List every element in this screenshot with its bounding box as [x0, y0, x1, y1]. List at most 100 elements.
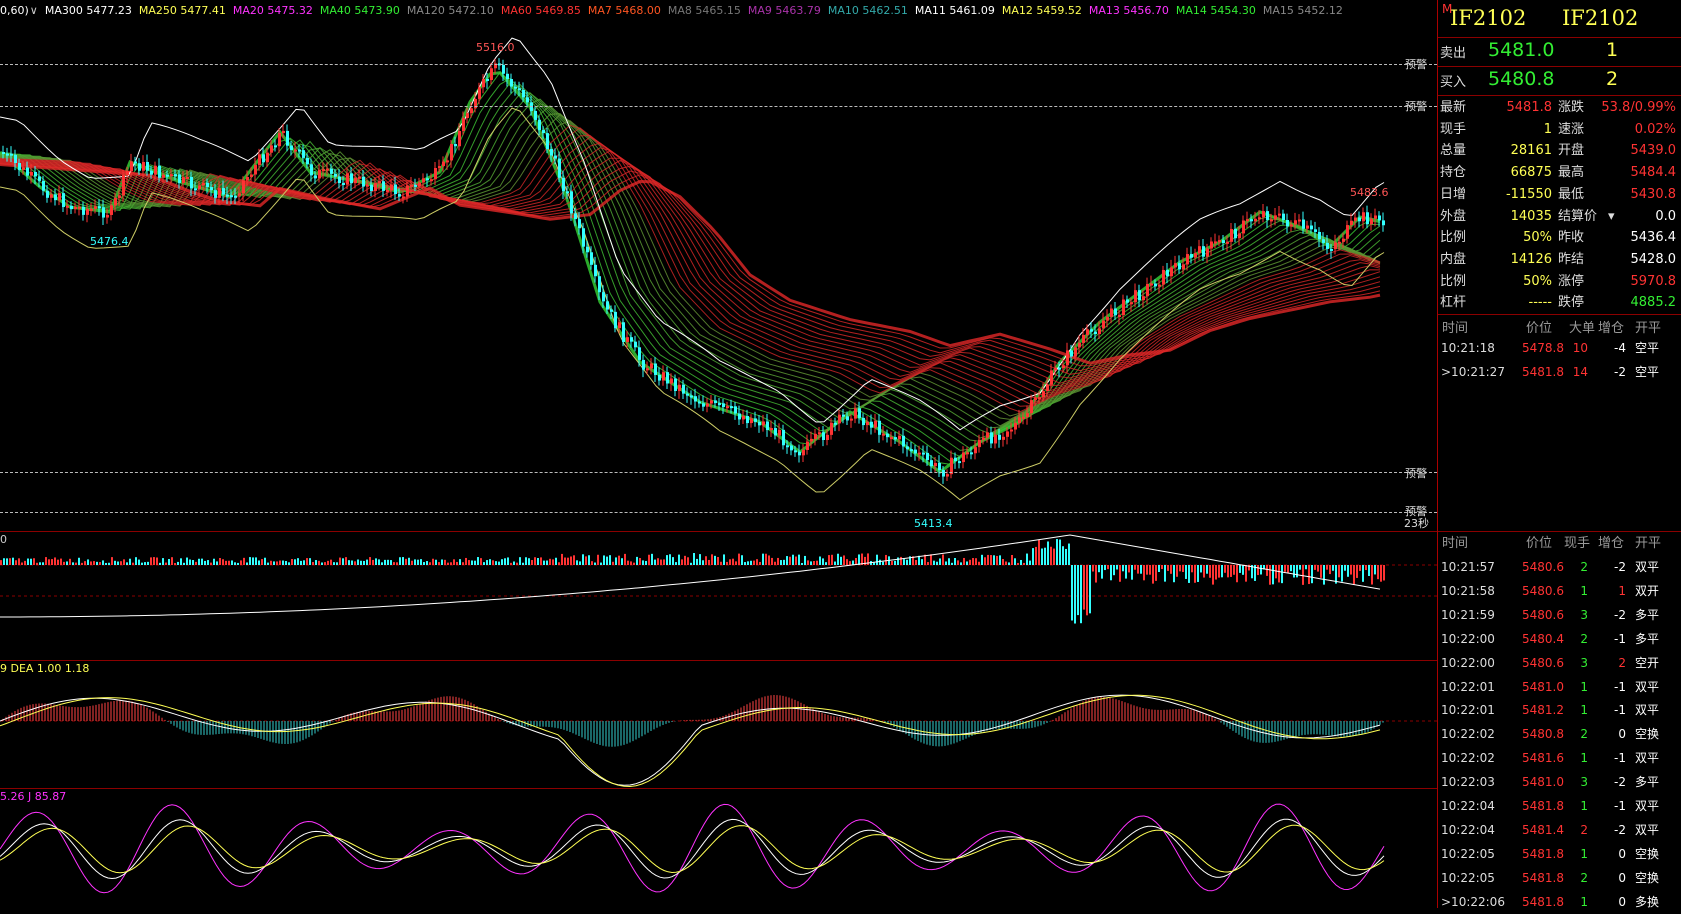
volume-bar: [819, 556, 821, 565]
price-chart[interactable]: [0, 22, 1437, 532]
volume-bar: [279, 560, 281, 565]
stat-row: 持仓 66875 最高 5484.4: [1438, 162, 1681, 184]
tick-row[interactable]: 10:22:04 5481.8 1 -1 双平: [1438, 794, 1681, 818]
tick-row[interactable]: 10:22:05 5481.8 1 0 空换: [1438, 842, 1681, 866]
candle-body: [938, 462, 941, 471]
chevron-down-icon[interactable]: ∨: [29, 4, 38, 17]
tick-row[interactable]: 10:22:04 5481.4 2 -2 双平: [1438, 818, 1681, 842]
candle-body: [22, 167, 25, 170]
tick-qty: 2: [1580, 727, 1588, 742]
tick-row[interactable]: 10:21:57 5480.6 2 -2 双平: [1438, 555, 1681, 579]
stat-value: 1: [1543, 121, 1552, 137]
tick-row[interactable]: 10:22:02 5481.6 1 -1 双平: [1438, 746, 1681, 770]
tick-row[interactable]: 10:22:00 5480.4 2 -1 多平: [1438, 627, 1681, 651]
tick-row[interactable]: 10:21:58 5480.6 1 1 双开: [1438, 579, 1681, 603]
volume-bar: [606, 556, 608, 565]
volume-bar: [1266, 565, 1268, 576]
ma-legend-item: MA12 5459.52: [1001, 4, 1082, 17]
ma-line: [0, 136, 1381, 399]
tick-row[interactable]: 10:22:01 5481.2 1 -1 双平: [1438, 698, 1681, 722]
candle-body: [1110, 308, 1113, 317]
symbol-header[interactable]: M IF2102 IF2102: [1438, 2, 1681, 36]
volume-bar: [1245, 565, 1247, 582]
dropdown-icon[interactable]: ▾: [1608, 208, 1615, 224]
volume-bar: [1065, 548, 1067, 565]
volume-bar: [951, 562, 953, 565]
volume-bar: [873, 562, 875, 565]
tick-price: 5480.6: [1522, 607, 1564, 622]
candle-body: [614, 311, 617, 329]
tick-time: 10:21:58: [1441, 583, 1495, 598]
volume-bar: [672, 557, 674, 565]
ask-row[interactable]: 卖出 5481.0 1: [1438, 37, 1681, 66]
tick-row[interactable]: 10:22:02 5480.8 2 0 空换: [1438, 722, 1681, 746]
volume-bar: [1128, 565, 1130, 573]
candle-body: [1066, 350, 1069, 366]
volume-bar: [843, 555, 845, 565]
chart-area[interactable]: 0,60)∨ MA300 5477.23 MA250 5477.41 MA20 547…: [0, 0, 1437, 908]
candle-body: [194, 188, 197, 191]
volume-bar: [1056, 539, 1058, 565]
tick-row[interactable]: >10:21:27 5481.8 14 -2 空平: [1438, 360, 1681, 384]
volume-bar: [1026, 553, 1028, 565]
candle-body: [762, 421, 765, 426]
volume-bar: [699, 554, 701, 565]
volume-bar: [1338, 565, 1340, 578]
tick-row[interactable]: 10:22:00 5480.6 3 2 空开: [1438, 651, 1681, 675]
macd-chart[interactable]: [0, 661, 1437, 788]
candle-body: [126, 171, 129, 176]
candle-body: [1018, 417, 1021, 423]
candle-body: [726, 406, 729, 409]
candle-body: [1358, 217, 1361, 222]
volume-bar: [186, 557, 188, 565]
tick-row[interactable]: 10:21:59 5480.6 3 -2 多平: [1438, 603, 1681, 627]
stat-value: 0.02%: [1634, 121, 1676, 137]
volume-bar: [567, 557, 569, 565]
candle-body: [1370, 218, 1373, 225]
candle-body: [802, 449, 805, 456]
stat-value: 5481.8: [1506, 100, 1553, 115]
kdj-chart[interactable]: [0, 789, 1437, 908]
tick-row[interactable]: 10:22:03 5481.0 3 -2 多平: [1438, 770, 1681, 794]
volume-bar: [1038, 539, 1040, 565]
volume-bar: [771, 557, 773, 565]
pane-divider: [0, 660, 1437, 661]
ma-line: [0, 105, 1381, 429]
candle-body: [118, 195, 121, 199]
ma-line: [0, 163, 1381, 365]
candle-body: [1050, 370, 1053, 385]
candle-body: [1198, 246, 1201, 254]
candle-body: [1134, 290, 1137, 303]
volume-bar: [1230, 565, 1232, 577]
volume-bar: [789, 556, 791, 565]
volume-bar: [1089, 565, 1091, 614]
volume-bar: [213, 558, 215, 565]
candle-body: [1206, 248, 1209, 257]
volume-bar: [735, 561, 737, 565]
tick-row[interactable]: 10:22:01 5481.0 1 -1 双平: [1438, 675, 1681, 699]
candle-body: [510, 79, 513, 87]
volume-bar: [1194, 565, 1196, 583]
candle-body: [474, 98, 477, 109]
candle-body: [1074, 347, 1077, 357]
tick-row[interactable]: 10:21:18 5478.8 10 -4 空平: [1438, 336, 1681, 360]
stat-label: 最高: [1558, 165, 1585, 181]
volume-chart[interactable]: [0, 532, 1437, 660]
volume-bar: [1275, 565, 1277, 579]
quote-panel: M IF2102 IF2102 卖出 5481.0 1 买入 5480.8 2 …: [1437, 0, 1681, 909]
bid-row[interactable]: 买入 5480.8 2: [1438, 66, 1681, 95]
volume-bar: [936, 561, 938, 565]
candle-body: [494, 63, 497, 69]
volume-bar: [1197, 565, 1199, 582]
volume-bar: [252, 557, 254, 565]
volume-bar: [939, 558, 941, 565]
tick-time: 10:22:05: [1441, 846, 1495, 861]
candle-body: [90, 208, 93, 211]
volume-bar: [309, 558, 311, 565]
candle-body: [414, 184, 417, 187]
volume-bar: [9, 558, 11, 565]
tick-row[interactable]: 10:22:05 5481.8 2 0 空换: [1438, 866, 1681, 890]
tick-row[interactable]: >10:22:06 5481.8 1 0 多换: [1438, 890, 1681, 914]
volume-bar: [96, 561, 98, 565]
volume-bar: [720, 561, 722, 565]
